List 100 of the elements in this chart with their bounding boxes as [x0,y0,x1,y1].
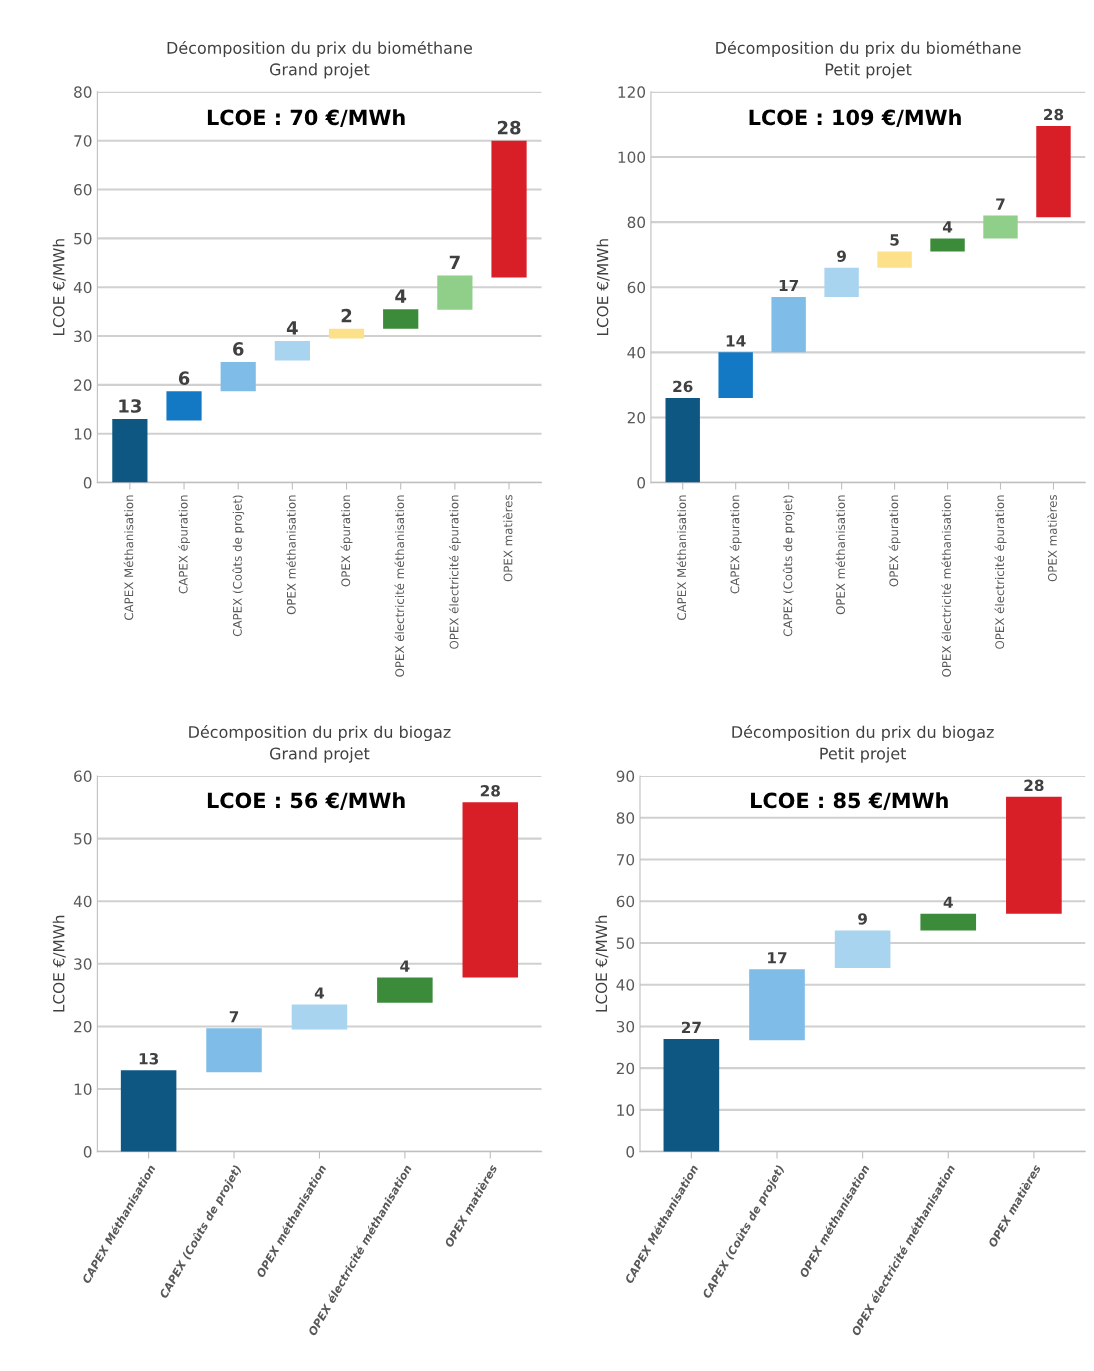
data-label: 28 [497,120,521,135]
bar [328,328,365,339]
y-tick-label: 70 [74,135,92,147]
bar [383,309,419,329]
data-label: 7 [996,198,1005,210]
x-tick-label: OPEX matières [502,494,513,582]
bar [663,1038,720,1152]
x-tick-label: OPEX matières [1047,494,1057,582]
y-tick-label: 50 [74,833,92,845]
chart-subtitle: Petit projet [825,63,912,79]
bar [291,1004,348,1030]
data-label: 28 [480,784,500,797]
data-label: 17 [779,279,799,292]
bar [771,296,806,353]
y-tick-label: 30 [74,330,92,343]
y-tick-label: 0 [626,1146,635,1158]
bar [930,238,965,252]
bar [834,930,891,968]
y-tick-label: 40 [616,979,635,991]
y-tick-label: 40 [73,895,92,908]
bar [462,802,519,978]
x-tick-label: OPEX méthanisation [286,495,296,615]
y-axis-title: LCOE €/MWh [52,239,66,335]
y-tick-label: 0 [637,477,646,489]
y-tick-label: 120 [618,86,646,98]
x-tick-label: CAPEX Méthanisation [123,495,134,621]
bar [491,140,527,278]
chart-title: Décomposition du prix du biogaz [732,725,994,742]
data-label: 7 [229,1011,239,1023]
bar [206,1028,262,1073]
y-tick-label: 70 [616,853,635,866]
data-label: 14 [726,335,746,347]
y-tick-label: 90 [616,770,635,783]
data-label: 2 [341,308,352,323]
data-label: 4 [942,221,953,233]
chart-subtitle: Petit projet [820,747,907,763]
y-tick-label: 60 [74,184,92,196]
bar [983,215,1018,239]
y-tick-label: 10 [74,428,92,440]
bar [437,275,473,310]
y-tick-label: 0 [83,477,92,489]
x-tick-label: OPEX épuration [888,495,901,587]
y-tick-label: 30 [74,958,92,970]
data-label: 5 [890,234,899,246]
y-tick-label: 20 [74,1020,92,1033]
y-tick-label: 100 [618,151,646,163]
data-label: 9 [837,250,846,262]
data-label: 4 [314,987,325,999]
bar [377,977,433,1003]
y-tick-label: 20 [74,379,92,391]
x-tick-label: CAPEX épuration [178,495,190,594]
x-tick-label: CAPEX Méthanisation [676,495,687,621]
data-label: 7 [449,255,460,269]
bar [824,267,859,297]
bar [1006,796,1062,914]
y-tick-label: 50 [74,232,92,245]
x-tick-label: OPEX épuration [340,495,353,587]
bar [877,251,912,268]
data-label: 28 [1044,108,1064,121]
y-axis-title: LCOE €/MWh [596,239,610,335]
annotation: LCOE : 56 €/MWh [207,792,405,810]
annotation: LCOE : 70 €/MWh [207,109,405,127]
x-tick-label: OPEX électricité épuration [994,495,1007,649]
bar [112,419,148,483]
y-tick-label: 60 [627,281,646,294]
data-label: 27 [681,1021,701,1033]
x-tick-label: CAPEX (Coûts de projet) [782,495,795,637]
y-tick-label: 80 [74,86,92,98]
x-tick-label: OPEX électricité méthanisation [941,495,951,677]
y-tick-label: 50 [616,937,635,949]
y-tick-label: 10 [74,1083,92,1096]
bar [718,352,753,398]
chart-title: Décomposition du prix du biométhane [716,40,1021,57]
y-tick-label: 80 [627,216,646,229]
y-tick-label: 60 [616,895,635,908]
x-tick-label: OPEX électricité méthanisation [394,495,405,677]
x-tick-label: CAPEX épuration [729,495,742,594]
y-tick-label: 10 [617,1104,635,1116]
y-axis-title: LCOE €/MWh [595,915,609,1012]
bar [120,1070,177,1152]
chart-subtitle: Grand projet [269,63,370,79]
data-label: 6 [233,342,244,356]
data-label: 4 [395,289,407,303]
bar [920,913,977,931]
chart-title: Décomposition du prix du biogaz [189,725,451,742]
annotation: LCOE : 109 €/MWh [749,109,961,127]
x-tick-label: OPEX méthanisation [835,495,846,615]
bar [665,397,700,483]
data-label: 4 [286,321,298,335]
data-label: 13 [139,1052,159,1065]
bar [1036,126,1071,218]
y-tick-label: 30 [616,1020,635,1033]
data-label: 4 [400,960,410,972]
chart-title: Décomposition du prix du biométhane [167,40,472,57]
y-tick-label: 40 [627,346,646,359]
annotation: LCOE : 85 €/MWh [751,792,948,810]
y-tick-label: 60 [74,770,92,783]
data-label: 9 [858,913,867,925]
data-label: 26 [673,380,693,393]
y-axis-title: LCOE €/MWh [52,915,66,1012]
